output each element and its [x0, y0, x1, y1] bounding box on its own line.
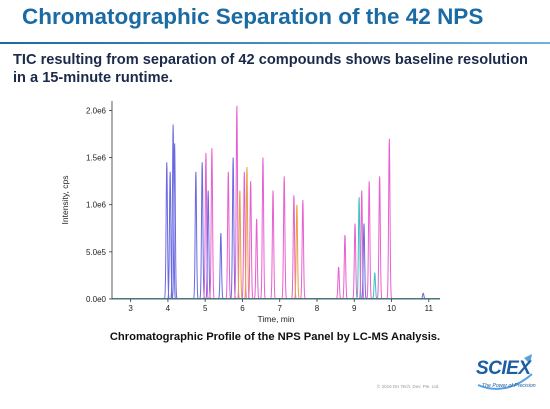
peak-3: [170, 124, 177, 300]
peak-25: [335, 266, 342, 300]
slide-subtitle: TIC resulting from separation of 42 comp…: [13, 52, 528, 86]
peak-5: [192, 171, 199, 300]
axes-layer: 3 4 5 6 7 8 9 10 11 0.0e0 5.0e5 1.0e6 1.5e6 2.0e6: [86, 101, 440, 313]
slide-title: Chromatographic Separation of the 42 NPS: [22, 4, 484, 29]
chart-caption: Chromatographic Profile of the NPS Panel…: [109, 331, 441, 343]
peak-7: [202, 152, 209, 300]
peak-18: [253, 218, 260, 300]
peak-6: [199, 162, 206, 300]
peak-29: [358, 190, 365, 300]
peak-33: [376, 176, 383, 300]
x-tick-label: 10: [387, 304, 396, 313]
peak-34: [386, 138, 393, 300]
peak-10: [218, 232, 224, 300]
peak-14: [236, 190, 243, 300]
peak-17: [247, 181, 254, 300]
x-tick-label: 6: [240, 304, 245, 313]
peak-2: [167, 171, 174, 300]
peak-20: [270, 190, 276, 300]
peak-22: [291, 195, 297, 300]
peak-23: [294, 204, 300, 300]
x-axis-label: Time, min: [258, 314, 295, 324]
peak-28: [356, 197, 362, 300]
y-tick-label: 2.0e6: [86, 106, 107, 115]
peaks-layer: [112, 105, 440, 300]
x-tick-label: 3: [128, 304, 133, 313]
x-tick-label: 7: [278, 304, 283, 313]
copyright-notice: © 2016 DH Tech. Dev. Pte. Ltd.: [377, 384, 440, 389]
sciex-logo: SCIEX The Power of Precision: [474, 352, 536, 398]
peak-4: [171, 143, 178, 300]
y-tick-label: 1.5e6: [86, 154, 107, 163]
logo-tagline: The Power of Precision: [482, 383, 536, 389]
peak-30: [361, 223, 367, 300]
peak-19: [260, 157, 266, 300]
peak-27: [352, 223, 358, 300]
y-tick-label: 1.0e6: [86, 201, 107, 210]
peak-26: [342, 234, 348, 300]
chromatogram-chart: 3 4 5 6 7 8 9 10 11 0.0e0 5.0e5 1.0e6 1.5e6 2.0e6 Tim…: [60, 101, 440, 324]
y-tick-label: 0.0e0: [86, 295, 107, 304]
x-tick-label: 9: [352, 304, 357, 313]
x-tick-label: 11: [425, 304, 434, 313]
y-axis-label: Intensity, cps: [60, 176, 70, 225]
peak-32: [372, 272, 378, 300]
y-tick-label: 5.0e5: [86, 248, 107, 257]
title-divider: [0, 42, 550, 44]
x-tick-label: 8: [315, 304, 320, 313]
peak-9: [208, 148, 215, 300]
peak-24: [299, 199, 306, 300]
peak-15: [241, 171, 248, 300]
x-tick-label: 5: [203, 304, 208, 313]
peak-31: [366, 181, 373, 300]
logo-swoosh-icon: [477, 354, 533, 390]
logo-wordmark: SCIEX: [476, 358, 531, 379]
x-tick-label: 4: [166, 304, 171, 313]
peak-21: [281, 176, 288, 300]
peak-11: [225, 171, 232, 300]
